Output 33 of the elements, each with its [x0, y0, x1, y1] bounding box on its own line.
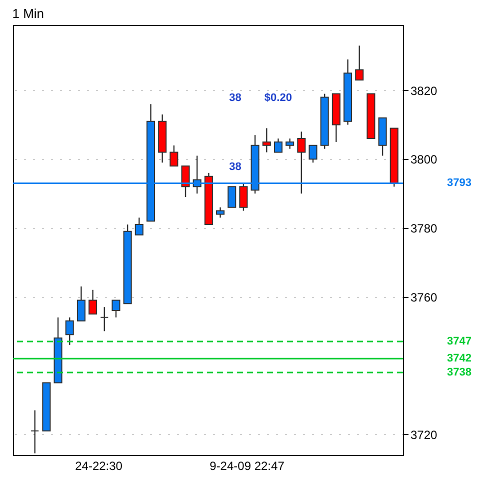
candlestick	[76, 286, 86, 322]
candlestick	[65, 316, 74, 346]
y-tick-label: 3800	[410, 152, 438, 167]
candlestick	[30, 410, 40, 454]
chart-title: 1 Min	[12, 6, 44, 21]
candlestick	[355, 45, 364, 81]
candlestick	[239, 182, 248, 212]
ref-line-label: 3747	[447, 335, 472, 348]
candlestick	[134, 217, 144, 236]
candlestick	[297, 131, 306, 194]
candlestick	[100, 306, 109, 332]
y-tick-label: 3760	[410, 290, 438, 304]
candlestick	[308, 144, 318, 164]
text: 9-24-09 22:47	[210, 459, 285, 473]
candlestick	[181, 165, 190, 198]
candlestick	[286, 138, 294, 150]
candlestick	[112, 300, 120, 318]
ref-line-label: 3742	[447, 352, 472, 365]
candlestick	[216, 206, 225, 218]
candlestick	[88, 289, 98, 315]
annotation: 38	[229, 92, 242, 104]
ref-line-label: 3738	[447, 366, 472, 378]
annotation: 38	[229, 160, 242, 173]
annotation: $0.20	[264, 92, 292, 104]
candlestick	[274, 138, 282, 153]
candlestick	[262, 128, 271, 153]
y-tick-label: 3720	[410, 428, 438, 442]
candlestick	[170, 144, 178, 167]
y-tick-label: 3820	[410, 84, 438, 98]
y-tick-label: 3780	[410, 221, 438, 236]
candlestick	[228, 186, 236, 208]
ref-line-label: 3793	[447, 177, 472, 190]
text: 24-22:30	[75, 459, 123, 473]
